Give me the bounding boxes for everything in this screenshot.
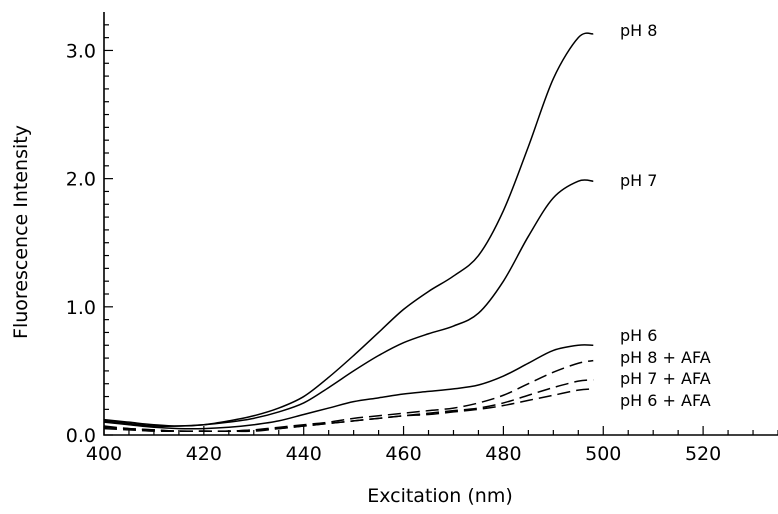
x-tick-label: 440 [286,443,322,465]
series-label-ph-7-plus-afa: pH 7 + AFA [620,369,711,388]
series-line-ph-8-plus-afa [103,359,594,432]
series-label-ph-7: pH 7 [620,171,657,190]
x-tick-label: 500 [585,443,621,465]
x-tick-label: 520 [685,443,721,465]
series-labels: pH 8 pH 7 pH 6 pH 8 + AFA pH 7 + AFA pH 6 + A… [620,21,711,410]
series-lines [103,32,594,433]
y-axis-ticks: 0.0 1.0 2.0 3.0 [66,24,113,447]
y-tick-label: 2.0 [66,169,96,191]
x-tick-label: 460 [385,443,421,465]
x-tick-label: 480 [485,443,521,465]
y-tick-label: 3.0 [66,40,96,62]
series-label-ph-8: pH 8 [620,21,657,40]
series-line-ph-6-plus-afa [103,388,594,433]
x-tick-label: 400 [86,443,122,465]
series-label-ph-6-plus-afa: pH 6 + AFA [620,391,711,410]
series-line-ph-7 [103,179,594,428]
x-tick-label: 420 [186,443,222,465]
x-axis-title: Excitation (nm) [367,485,513,507]
y-tick-label: 0.0 [66,425,96,447]
series-label-ph-6: pH 6 [620,326,657,345]
y-axis-title: Fluorescence Intensity [10,125,32,339]
y-tick-label: 1.0 [66,297,96,319]
series-label-ph-8-plus-afa: pH 8 + AFA [620,348,711,367]
series-line-ph-6 [103,344,594,430]
x-axis-ticks: 400 420 440 460 480 500 520 [86,426,778,465]
